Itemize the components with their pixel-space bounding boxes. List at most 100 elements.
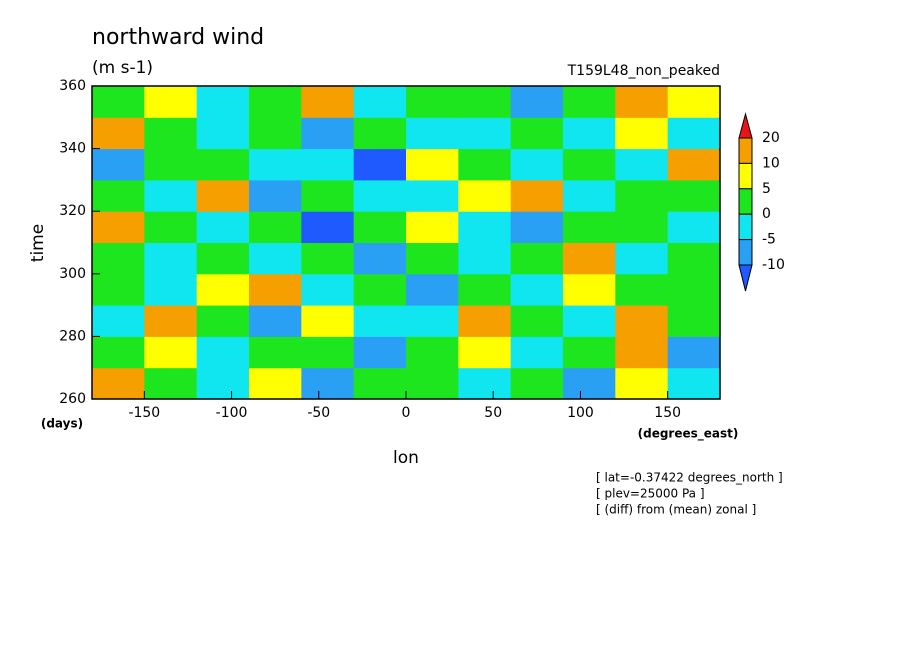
contour-cell xyxy=(563,367,616,400)
contour-cell xyxy=(92,179,145,212)
colorbar-arrow xyxy=(738,264,753,292)
contour-cell xyxy=(406,211,459,243)
contour-cell xyxy=(458,179,512,212)
contour-cell xyxy=(615,86,669,118)
contour-cell xyxy=(615,179,669,212)
contour-cell xyxy=(458,273,512,306)
contour-cell xyxy=(615,148,669,181)
contour-cell xyxy=(144,117,198,150)
contour-cell xyxy=(196,305,250,337)
contour-cell xyxy=(301,367,355,400)
contour-cell xyxy=(196,336,250,369)
contour-cell xyxy=(92,148,145,181)
contour-cell xyxy=(667,117,721,150)
colorbar-arrow xyxy=(738,112,753,139)
contour-cell xyxy=(249,86,302,118)
contour-cell xyxy=(510,86,564,118)
contour-cell xyxy=(406,367,459,400)
contour-cell xyxy=(667,305,721,337)
contour-cell xyxy=(92,305,145,337)
x-tick-label: 150 xyxy=(654,405,681,421)
y-unit: (days) xyxy=(41,417,83,431)
contour-cell xyxy=(301,273,355,306)
x-tick-label: 100 xyxy=(567,405,594,421)
colorbar-label: -10 xyxy=(762,257,785,273)
contour-cell xyxy=(301,148,355,181)
colorbar-box xyxy=(738,137,753,164)
contour-cell xyxy=(144,211,198,243)
contour-cell xyxy=(406,117,459,150)
contour-cell xyxy=(353,367,407,400)
x-tick-label: -100 xyxy=(216,405,248,421)
contour-cell xyxy=(92,367,145,400)
colorbar-label: 0 xyxy=(762,206,771,222)
contour-cell xyxy=(249,179,302,212)
contour-cell xyxy=(144,148,198,181)
contour-cell xyxy=(196,273,250,306)
contour-cell xyxy=(458,242,512,275)
contour-cell xyxy=(615,336,669,369)
note: [ (diff) from (mean) zonal ] xyxy=(596,503,756,517)
x-unit: (degrees_east) xyxy=(638,427,739,442)
contour-cell xyxy=(301,117,355,150)
contour-cell xyxy=(353,273,407,306)
contour-cell xyxy=(510,242,564,275)
contour-cell xyxy=(249,273,302,306)
colorbar-label: -5 xyxy=(762,232,776,248)
y-tick-label: 340 xyxy=(59,141,86,157)
y-tick-label: 260 xyxy=(59,391,86,407)
contour-cell xyxy=(301,336,355,369)
contour-cell xyxy=(353,305,407,337)
contour-cell xyxy=(563,117,616,150)
contour-cell xyxy=(563,242,616,275)
contour-cell xyxy=(510,336,564,369)
contour-cell xyxy=(458,211,512,243)
contour-cell xyxy=(249,367,302,400)
colorbar-label: 5 xyxy=(762,181,771,197)
contour-cell xyxy=(249,336,302,369)
contour-cell xyxy=(667,242,721,275)
contour-cell xyxy=(563,179,616,212)
contour-cell xyxy=(92,117,145,150)
note: [ plev=25000 Pa ] xyxy=(596,487,705,501)
contour-cell xyxy=(615,273,669,306)
contour-cell xyxy=(353,148,407,181)
contour-cell xyxy=(249,117,302,150)
contour-cell xyxy=(92,273,145,306)
colorbar: -10 -5 0 5 10 20 xyxy=(738,112,785,292)
contour-cell xyxy=(563,148,616,181)
x-tick-label: 50 xyxy=(484,405,502,421)
contour-cell xyxy=(196,367,250,400)
contour-cell xyxy=(353,336,407,369)
chart-title: northward wind xyxy=(92,25,264,50)
contour-cell xyxy=(196,211,250,243)
contour-cell xyxy=(667,273,721,306)
colorbar-box xyxy=(738,239,753,266)
x-tick-label: 0 xyxy=(402,405,411,421)
notes: [ lat=-0.37422 degrees_north ] [ plev=250… xyxy=(596,471,783,517)
contour-cell xyxy=(458,148,512,181)
contour-cell xyxy=(353,86,407,118)
contour-cell xyxy=(667,211,721,243)
contour-cell xyxy=(353,117,407,150)
contour-cell xyxy=(196,117,250,150)
run-label: T159L48_non_peaked xyxy=(567,63,720,79)
contour-cell xyxy=(144,86,198,118)
contour-cell xyxy=(510,305,564,337)
y-tick-label: 320 xyxy=(59,203,86,219)
contour-cell xyxy=(615,117,669,150)
contour-cell xyxy=(301,179,355,212)
contour-cell xyxy=(458,117,512,150)
axes: -150 -100 -50 0 50 100 150 260 280 300 320 340 360 xyxy=(59,78,721,421)
contour-cell xyxy=(92,211,145,243)
colorbar-box xyxy=(738,188,753,215)
contour-cell xyxy=(353,211,407,243)
contour-cell xyxy=(406,242,459,275)
contour-cell xyxy=(510,273,564,306)
contour-cell xyxy=(615,367,669,400)
contour-cell xyxy=(301,242,355,275)
y-tick-label: 360 xyxy=(59,78,86,94)
contour-cell xyxy=(667,179,721,212)
colorbar-box xyxy=(738,162,753,190)
